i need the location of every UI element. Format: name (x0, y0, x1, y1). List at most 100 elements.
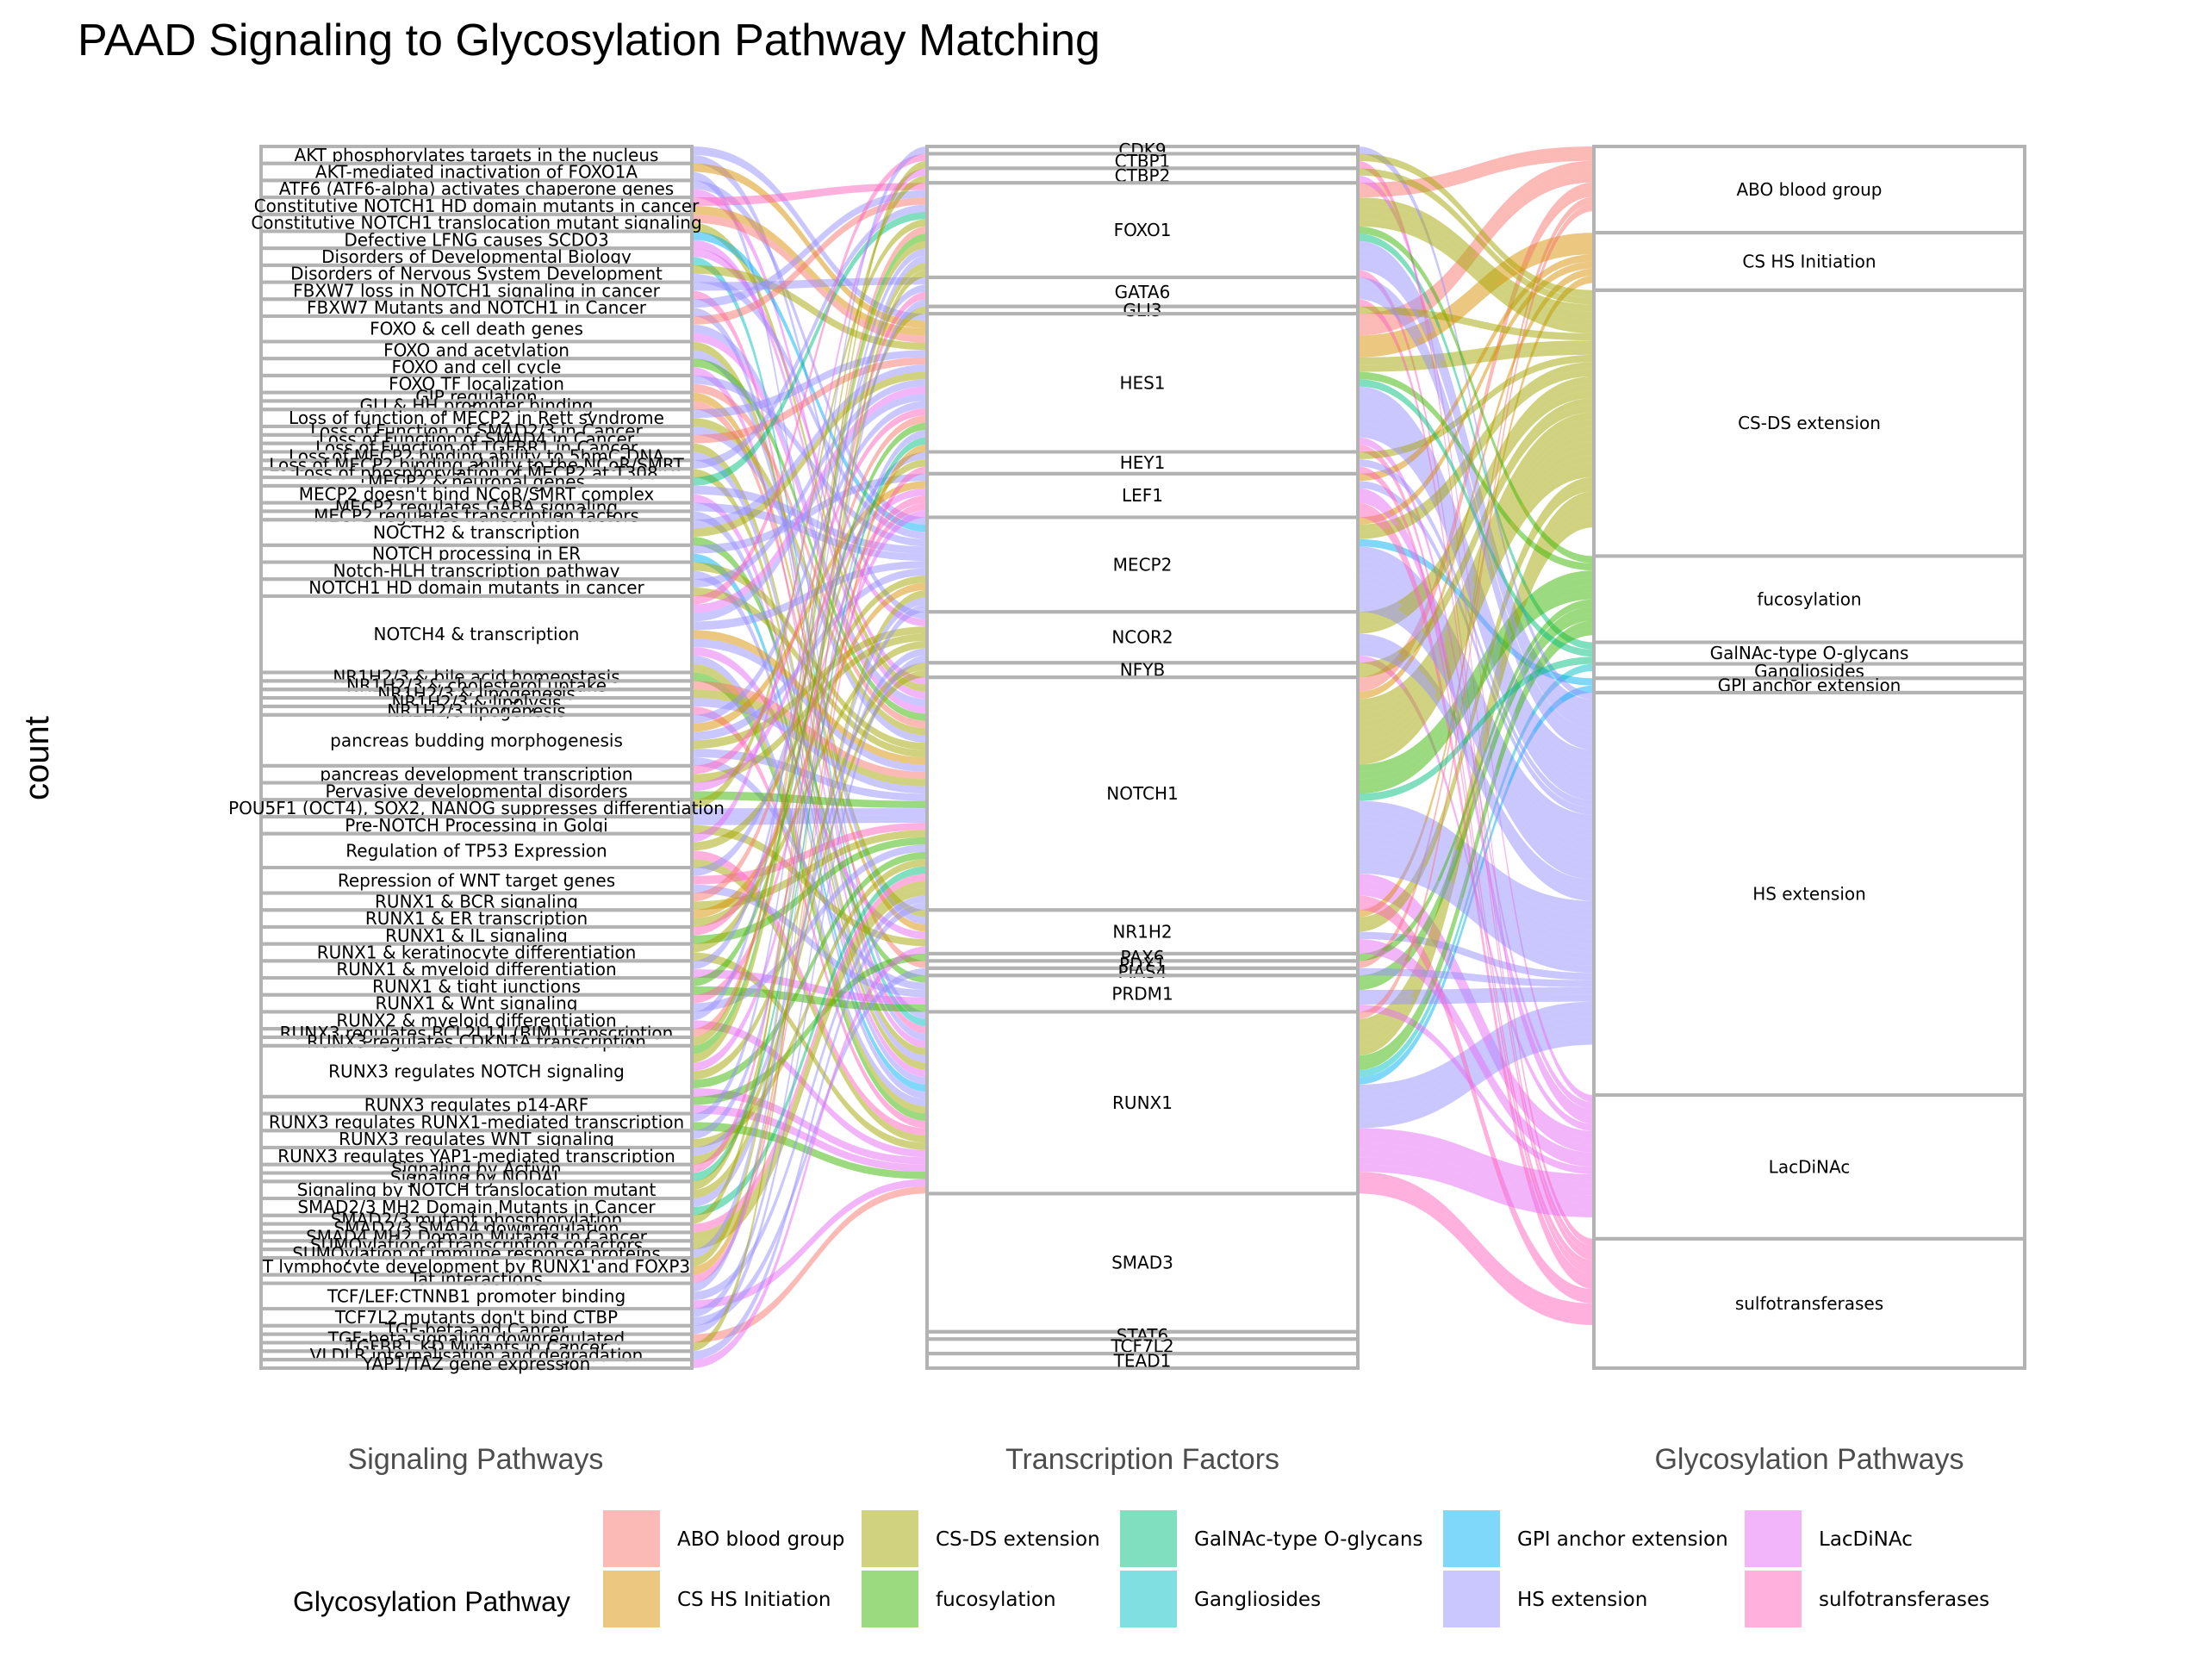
flow-signaling-to-tf (692, 469, 927, 1070)
flow-tf-to-glyco (1358, 604, 1594, 880)
flow-tf-to-glyco (1358, 160, 1594, 321)
flow-signaling-to-tf (692, 1088, 927, 1165)
flow-tf-to-glyco (1358, 362, 1594, 532)
stratum-label: Loss of MECP2 binding ability to 5hmC-DN… (289, 445, 664, 466)
flow-signaling-to-tf (692, 226, 927, 1037)
flow-tf-to-glyco (1358, 448, 1594, 744)
stratum-label: RUNX1 (1112, 1092, 1173, 1113)
flow-signaling-to-tf (692, 887, 927, 1250)
stratum-signaling-yap1-taz-gene-expression: YAP1/TAZ gene expression (259, 1353, 694, 1374)
stratum-label: RUNX3 regulates NOTCH signaling (328, 1061, 625, 1081)
legend-item-abo-blood-group: ABO blood group (603, 1510, 844, 1567)
flow-tf-to-glyco (1358, 931, 1594, 980)
stratum-label: PDX1 (1119, 955, 1166, 975)
flow-signaling-to-tf (692, 350, 927, 419)
flow-signaling-to-tf (692, 866, 927, 1216)
flow-tf-to-glyco (1358, 369, 1594, 539)
stratum-label: FOXO1 (1114, 220, 1172, 240)
legend-label: CS HS Initiation (677, 1589, 831, 1611)
stratum-label: TGFBR1 KD Mutants in Cancer (345, 1336, 607, 1357)
flow-tf-to-glyco (1358, 577, 1594, 780)
flow-signaling-to-tf (692, 180, 927, 525)
stratum-label: NR1H2/3 & lipolysis (392, 692, 562, 712)
strata-layer: AKT phosphorylates targets in the nucleu… (228, 140, 2026, 1374)
stratum-label: MECP2 regulates transcription factors (314, 505, 639, 526)
flow-tf-to-glyco (1358, 1164, 1594, 1217)
stratum-label: ABO blood group (1736, 179, 1882, 200)
flow-tf-to-glyco (1358, 656, 1594, 801)
stratum-glyco-cs-hs-initiation: CS HS Initiation (1592, 231, 2026, 292)
y-axis-label: count (18, 716, 56, 800)
stratum-label: YAP1/TAZ gene expression (362, 1353, 591, 1374)
stratum-label: MECP2 (1113, 554, 1173, 575)
stratum-label: SMAD2/3 SMAD4 downregulation (333, 1218, 619, 1239)
flow-tf-to-glyco (1358, 263, 1594, 729)
flow-signaling-to-tf (692, 844, 927, 1012)
stratum-label: SUMOylation of immune response proteins (292, 1243, 661, 1264)
flow-tf-to-glyco (1358, 182, 1594, 685)
flow-signaling-to-tf (692, 570, 927, 1099)
stratum-glyco-sulfotransferases: sulfotransferases (1592, 1236, 2026, 1370)
flow-tf-to-glyco (1358, 520, 1594, 1056)
flow-tf-to-glyco (1358, 627, 1594, 1070)
flow-tf-to-glyco (1358, 575, 1594, 851)
stratum-glyco-galnac-type-o-glycans: GalNAc-type O-glycans (1592, 640, 2026, 666)
stratum-label: Loss of phosphorylation of MECP2 at T308 (295, 463, 658, 483)
flow-tf-to-glyco (1358, 1157, 1594, 1210)
flow-signaling-to-tf (692, 884, 927, 998)
flow-tf-to-glyco (1358, 939, 1594, 1160)
stratum-glyco-hs-extension: HS extension (1592, 690, 2026, 1098)
stratum-signaling-nocth2-transcription: NOCTH2 & transcription (259, 518, 694, 547)
flow-tf-to-glyco (1358, 226, 1594, 563)
flow-signaling-to-tf (692, 219, 927, 809)
flow-tf-to-glyco (1358, 347, 1594, 372)
flow-tf-to-glyco (1358, 1004, 1594, 1174)
flow-signaling-to-tf (692, 495, 927, 936)
flow-signaling-to-tf (692, 415, 927, 902)
stratum-tf-hes1: HES1 (925, 312, 1360, 454)
flow-tf-to-glyco (1358, 592, 1594, 794)
stratum-signaling-signaling-by-activin: Signaling by Activin (259, 1159, 694, 1179)
flow-signaling-to-tf (692, 655, 927, 1335)
legend-swatch (603, 1510, 660, 1567)
flow-signaling-to-tf (692, 197, 927, 325)
flow-tf-to-glyco (1358, 946, 1594, 1167)
legend-swatch (1443, 1510, 1500, 1567)
flow-tf-to-glyco (1358, 613, 1594, 991)
stratum-tf-smad3: SMAD3 (925, 1192, 1360, 1334)
axis-labels: Signaling Pathways Transcription Factors… (348, 1443, 1964, 1476)
flow-tf-to-glyco (1358, 246, 1594, 358)
legend-label: GPI anchor extension (1517, 1528, 1728, 1551)
flow-signaling-to-tf (692, 1020, 927, 1158)
flow-signaling-to-tf (692, 240, 927, 700)
axis-label-tf: Transcription Factors (1005, 1443, 1279, 1476)
flow-signaling-to-tf (692, 466, 927, 1284)
flow-tf-to-glyco (1358, 582, 1594, 858)
legend-label: sulfotransferases (1819, 1589, 1989, 1611)
flow-tf-to-glyco (1358, 371, 1594, 571)
flow-tf-to-glyco (1358, 994, 1594, 1005)
flow-signaling-to-tf (692, 255, 927, 1258)
stratum-signaling-foxo-cell-death-genes: FOXO & cell death genes (259, 314, 694, 344)
flow-signaling-to-tf (692, 561, 927, 631)
stratum-signaling-regulation-of-tp53-expression: Regulation of TP53 Expression (259, 831, 694, 870)
flow-tf-to-glyco (1358, 648, 1594, 901)
flow-signaling-to-tf (692, 264, 927, 351)
stratum-signaling-tcf-lef-ctnnb1-promoter-binding: TCF/LEF:CTNNB1 promoter binding (259, 1281, 694, 1311)
flow-tf-to-glyco (1358, 160, 1594, 1247)
axis-label-glyco: Glycosylation Pathways (1654, 1443, 1964, 1476)
stratum-tf-runx1: RUNX1 (925, 1010, 1360, 1196)
legend-swatch (1120, 1510, 1177, 1567)
stratum-signaling-repression-of-wnt-target-genes: Repression of WNT target genes (259, 866, 694, 895)
flow-tf-to-glyco (1358, 851, 1594, 959)
legend-item-cs-hs-initiation: CS HS Initiation (603, 1571, 831, 1627)
stratum-signaling-tgf-beta-and-cancer: TGF-beta and Cancer (259, 1320, 694, 1341)
flow-tf-to-glyco (1358, 291, 1594, 750)
flow-tf-to-glyco (1358, 470, 1594, 765)
legend-item-sulfotransferases: sulfotransferases (1745, 1571, 1989, 1627)
stratum-signaling-loss-of-mecp2-binding-ability-to-5hmc-dna: Loss of MECP2 binding ability to 5hmC-DN… (259, 445, 694, 466)
flow-tf-to-glyco (1358, 445, 1594, 1268)
flow-signaling-to-tf (692, 306, 927, 1191)
flow-signaling-to-tf (692, 160, 927, 1224)
